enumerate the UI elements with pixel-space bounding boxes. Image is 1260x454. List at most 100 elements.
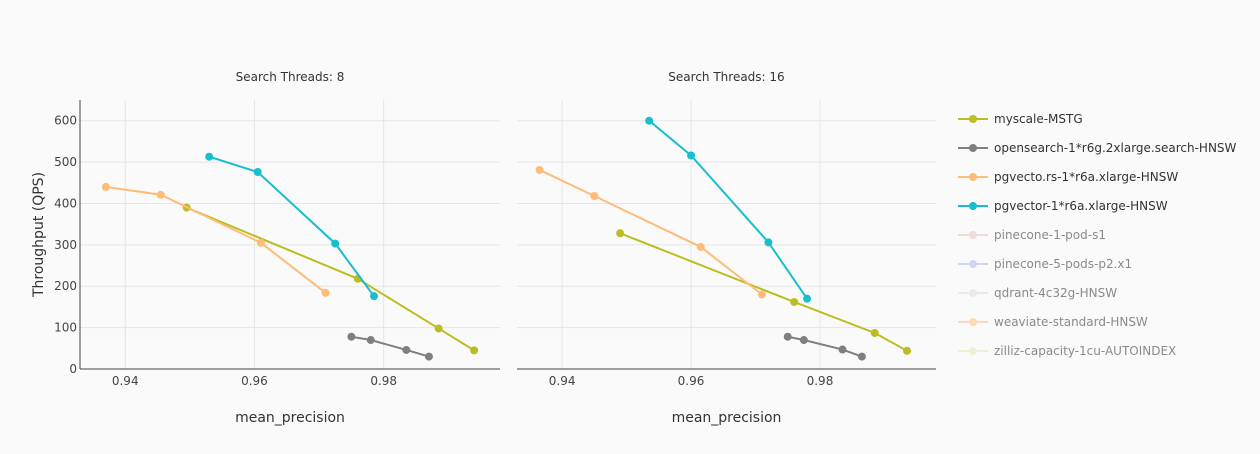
legend-swatch-marker [969,114,977,123]
data-point [645,116,654,125]
y-tick-label: 200 [54,279,77,293]
legend-swatch-marker [969,288,977,297]
data-point [857,352,866,361]
data-point [870,328,879,337]
data-point [370,292,378,301]
legend-item[interactable]: pgvector-1*r6a.xlarge-HNSW [958,191,1236,220]
legend-item[interactable]: pgvecto.rs-1*r6a.xlarge-HNSW [958,162,1236,191]
data-point [803,294,812,303]
legend-item-label: pinecone-1-pod-s1 [994,227,1106,242]
data-point [757,290,766,299]
series-2 [783,332,866,361]
data-point [783,332,792,341]
legend-item-label: myscale-MSTG [994,111,1083,126]
x-tick-label: 0.94 [112,374,139,388]
legend: myscale-MSTG opensearch-1*r6g.2xlarge.sea… [958,104,1236,365]
x-tick-label: 0.98 [370,374,397,388]
series-4 [205,152,378,301]
data-point [253,168,262,177]
series-3 [535,165,766,299]
y-tick-label: 500 [54,155,77,169]
series-line [619,232,908,352]
legend-item[interactable]: qdrant-4c32g-HNSW [958,278,1236,307]
data-point [838,345,847,354]
y-tick-label: 300 [54,238,77,252]
legend-swatch-marker [969,346,977,355]
legend-swatch-icon [958,142,988,154]
legend-item[interactable]: myscale-MSTG [958,104,1236,133]
legend-item[interactable]: pinecone-5-pods-p2.x1 [958,249,1236,278]
x-tick-label: 0.94 [549,374,576,388]
data-point [790,297,799,306]
legend-item[interactable]: zilliz-capacity-1cu-AUTOINDEX [958,336,1236,365]
legend-swatch-marker [969,201,977,210]
legend-swatch-icon [958,316,988,328]
series-line [787,335,863,358]
legend-swatch-icon [958,229,988,241]
y-tick-label: 0 [69,362,77,376]
data-point [101,182,110,191]
y-tick-label: 100 [54,321,77,335]
x-tick-label: 0.98 [807,374,834,388]
legend-item[interactable]: opensearch-1*r6g.2xlarge.search-HNSW [958,133,1236,162]
series-2 [347,332,433,361]
series-line [105,185,327,294]
series-line [648,119,808,300]
legend-item-label: pgvecto.rs-1*r6a.xlarge-HNSW [994,169,1179,184]
data-point [156,190,165,199]
series-line [186,206,475,352]
legend-swatch-icon [958,258,988,270]
legend-swatch-icon [958,171,988,183]
y-tick-label: 400 [54,196,77,210]
x-axis-label: mean_precision [672,410,782,426]
data-point [205,152,214,161]
y-tick-label: 600 [54,114,77,128]
x-tick-label: 0.96 [241,374,268,388]
legend-item-label: pgvector-1*r6a.xlarge-HNSW [994,198,1168,213]
series-line [539,169,763,296]
x-tick-label: 0.96 [678,374,705,388]
series-3 [101,182,330,297]
series-4 [645,116,812,303]
legend-swatch-marker [969,259,977,268]
series-1 [616,229,911,355]
data-point [424,352,433,361]
data-point [590,192,599,201]
legend-swatch-marker [969,230,977,239]
legend-item-label: pinecone-5-pods-p2.x1 [994,256,1133,271]
legend-swatch-icon [958,113,988,125]
chart-panel-1: 0.94 0.96 0.98 0 100 200 300 400 500 600 Search Th… [31,70,500,426]
legend-swatch-marker [969,172,977,181]
data-point [347,332,356,341]
data-point [470,346,479,355]
legend-swatch-marker [969,143,977,152]
data-point [402,345,411,354]
data-point [256,238,265,247]
data-point [434,324,443,333]
legend-item[interactable]: pinecone-1-pod-s1 [958,220,1236,249]
legend-item-label: qdrant-4c32g-HNSW [994,285,1118,300]
chart-panel-2: 0.94 0.96 0.98 Search Threads: 16 mean_preci… [517,70,936,426]
legend-swatch-marker [969,317,977,326]
data-point [366,336,375,345]
data-point [331,239,340,248]
legend-swatch-icon [958,200,988,212]
data-point [616,229,625,238]
legend-swatch-icon [958,345,988,357]
legend-item-label: opensearch-1*r6g.2xlarge.search-HNSW [994,140,1237,155]
data-point [321,288,330,297]
data-point [799,336,808,345]
data-point [687,151,696,160]
legend-swatch-icon [958,287,988,299]
legend-item-label: zilliz-capacity-1cu-AUTOINDEX [994,343,1177,358]
series-line [351,335,430,358]
legend-item[interactable]: weaviate-standard-HNSW [958,307,1236,336]
x-axis-label: mean_precision [235,410,345,426]
panel-title: Search Threads: 8 [236,70,345,84]
data-point [764,238,773,247]
panel-title: Search Threads: 16 [668,70,784,84]
data-point [535,165,544,174]
legend-item-label: weaviate-standard-HNSW [994,314,1148,329]
